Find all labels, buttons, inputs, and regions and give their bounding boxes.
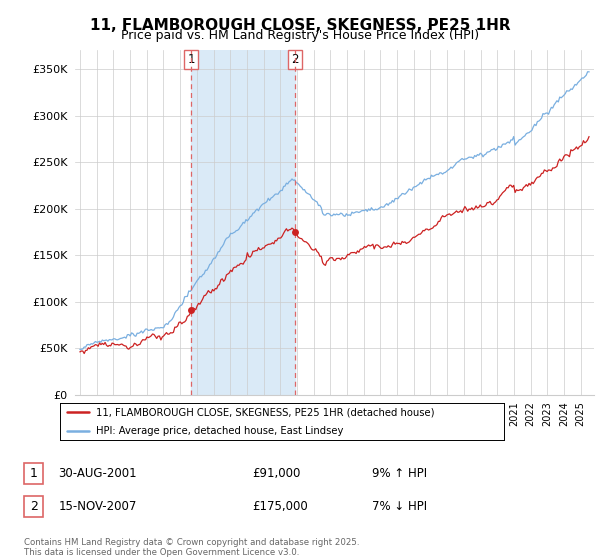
Text: HPI: Average price, detached house, East Lindsey: HPI: Average price, detached house, East… — [95, 426, 343, 436]
Text: 2: 2 — [291, 53, 299, 66]
Text: 15-NOV-2007: 15-NOV-2007 — [58, 500, 137, 514]
Text: Price paid vs. HM Land Registry's House Price Index (HPI): Price paid vs. HM Land Registry's House … — [121, 29, 479, 42]
Text: 11, FLAMBOROUGH CLOSE, SKEGNESS, PE25 1HR: 11, FLAMBOROUGH CLOSE, SKEGNESS, PE25 1H… — [89, 18, 511, 33]
Text: 11, FLAMBOROUGH CLOSE, SKEGNESS, PE25 1HR (detached house): 11, FLAMBOROUGH CLOSE, SKEGNESS, PE25 1H… — [95, 407, 434, 417]
Text: 1: 1 — [187, 53, 195, 66]
Text: 9% ↑ HPI: 9% ↑ HPI — [372, 466, 427, 480]
Text: Contains HM Land Registry data © Crown copyright and database right 2025.
This d: Contains HM Land Registry data © Crown c… — [24, 538, 359, 557]
Text: £91,000: £91,000 — [252, 466, 301, 480]
Text: £175,000: £175,000 — [252, 500, 308, 514]
Text: 2: 2 — [29, 500, 38, 514]
Text: 7% ↓ HPI: 7% ↓ HPI — [372, 500, 427, 514]
Bar — [191, 50, 295, 395]
Text: 1: 1 — [29, 466, 38, 480]
Text: 30-AUG-2001: 30-AUG-2001 — [58, 466, 137, 480]
